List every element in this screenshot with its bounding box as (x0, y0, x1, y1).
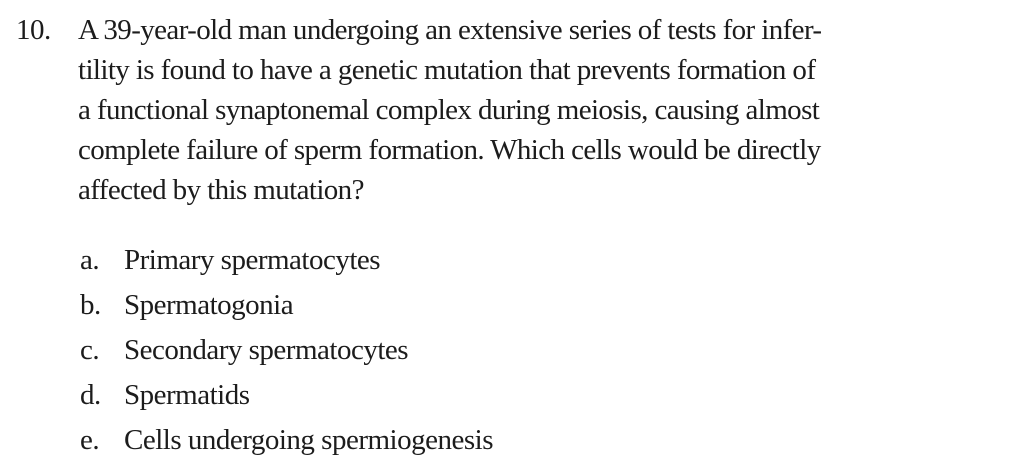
choice-letter: b. (80, 289, 101, 321)
question-stem-line: affected by this mutation? (78, 174, 364, 206)
choice-letter: c. (80, 334, 100, 366)
choice-letter: d. (80, 379, 101, 411)
choice-text: Secondary spermatocytes (124, 334, 409, 366)
answer-choice-e: e. Cells undergoing spermiogenesis (80, 418, 493, 463)
choice-text: Cells undergoing spermiogenesis (124, 424, 493, 456)
answer-choice-c: c. Secondary spermatocytes (80, 328, 493, 373)
choice-text: Spermatids (124, 379, 250, 411)
question-number: 10. (16, 14, 51, 46)
question-stem-line: complete failure of sperm formation. Whi… (78, 134, 821, 166)
answer-choice-d: d. Spermatids (80, 373, 493, 418)
question-stem-line: tility is found to have a genetic mutati… (78, 54, 816, 86)
choice-text: Primary spermatocytes (124, 244, 381, 276)
answer-choice-b: b. Spermatogonia (80, 283, 493, 328)
choice-letter: e. (80, 424, 100, 456)
question-stem-line: A 39-year-old man undergoing an extensiv… (78, 14, 822, 46)
choice-letter: a. (80, 244, 100, 276)
question-stem: A 39-year-old man undergoing an extensiv… (78, 10, 1018, 210)
choice-text: Spermatogonia (124, 289, 294, 321)
answer-choices: a. Primary spermatocytes b. Spermatogoni… (80, 238, 493, 463)
answer-choice-a: a. Primary spermatocytes (80, 238, 493, 283)
question-stem-line: a functional synaptonemal complex during… (78, 94, 820, 126)
